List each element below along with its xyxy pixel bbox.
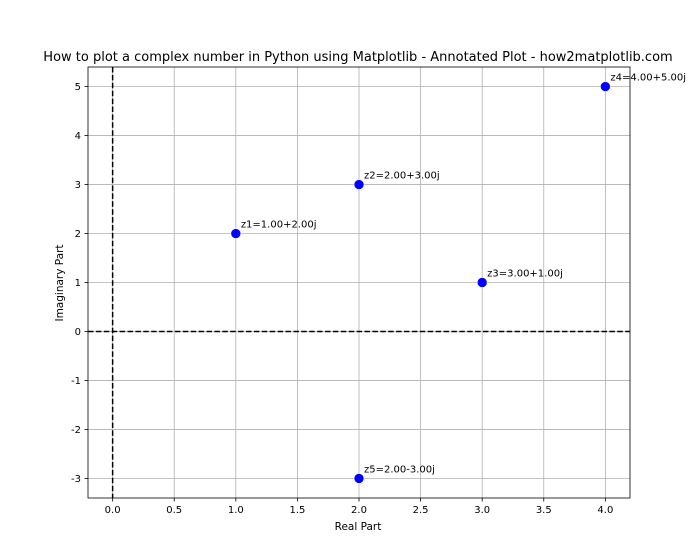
- grid-lines: [88, 67, 630, 498]
- x-tick-label: 2.0: [351, 505, 367, 516]
- data-point: [600, 81, 611, 92]
- point-label: z5=2.00-3.00j: [364, 464, 435, 475]
- data-point: [353, 473, 365, 484]
- data-point: [353, 179, 365, 190]
- y-tick-label: 0: [75, 327, 81, 338]
- x-tick-label: 2.5: [413, 505, 429, 516]
- x-axis-label: Real Part: [335, 521, 382, 533]
- x-tick-label: 1.5: [289, 505, 305, 516]
- data-points: z1=1.00+2.00j z2=2.00+3.00j z3=3.00+1.00j z…: [230, 73, 686, 484]
- x-tick-label: 4.0: [597, 505, 613, 516]
- axes: 0.0 0.5 1.0 1.5 2.0 2.5 3.0 3.5 4.0 -3 -2 -1 0 1 2 3 4 5: [71, 66, 631, 516]
- data-point: [476, 277, 488, 288]
- y-tick-label: -3: [71, 474, 81, 485]
- point-label: z3=3.00+1.00j: [487, 269, 563, 280]
- data-point: [230, 228, 242, 239]
- x-tick-label: 1.0: [228, 505, 244, 516]
- y-axis-label: Imaginary Part: [54, 244, 66, 321]
- reference-lines: [88, 67, 630, 498]
- x-tick-label: 3.0: [474, 505, 490, 516]
- y-tick-label: 5: [75, 82, 81, 93]
- x-tick-label: 0.0: [105, 505, 121, 516]
- y-tick-label: 2: [75, 229, 81, 240]
- point-label: z1=1.00+2.00j: [241, 220, 317, 231]
- y-tick-label: 3: [75, 180, 81, 191]
- y-tick-label: 4: [75, 131, 81, 142]
- x-tick-label: 3.5: [536, 505, 552, 516]
- y-tick-label: -1: [71, 376, 81, 387]
- chart-title: How to plot a complex number in Python u…: [43, 50, 672, 65]
- point-label: z2=2.00+3.00j: [364, 171, 440, 182]
- point-label: z4=4.00+5.00j: [610, 73, 686, 84]
- y-tick-label: 1: [75, 278, 81, 289]
- y-tick-label: -2: [71, 425, 81, 436]
- x-tick-label: 0.5: [166, 505, 182, 516]
